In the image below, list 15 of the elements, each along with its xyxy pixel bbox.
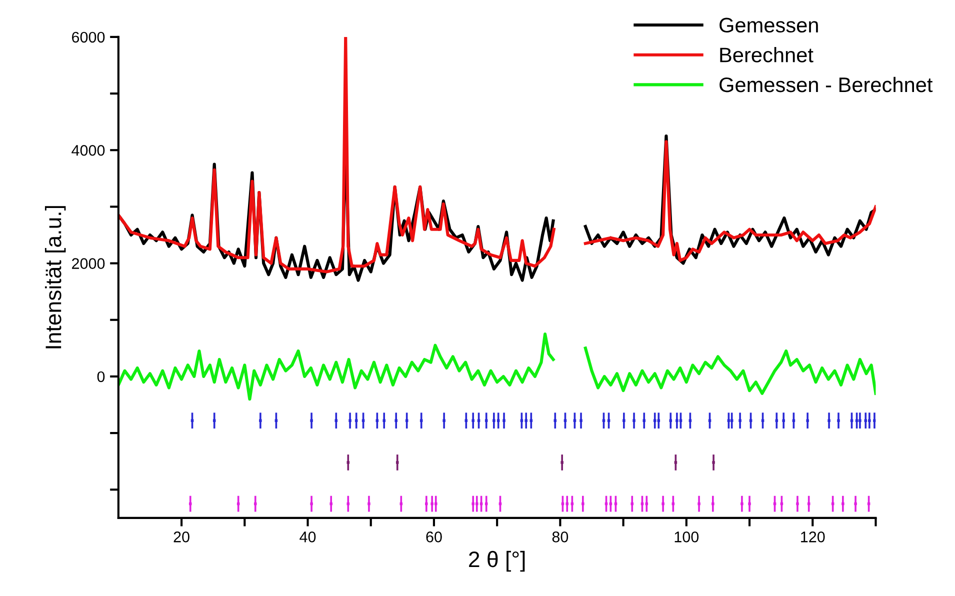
y-tick-label: 0: [97, 371, 105, 382]
y-axis-title: Intensität [a.u.]: [44, 206, 66, 348]
y-tick-label: 4000: [72, 144, 105, 156]
y-tick-label: 2000: [72, 258, 105, 269]
x-axis-title: 2 θ [°]: [469, 550, 525, 572]
x-tick-label: 100: [674, 532, 699, 542]
x-tick-label: 20: [174, 532, 190, 542]
x-tick-label: 120: [801, 532, 825, 542]
x-tick-label: 80: [552, 532, 568, 542]
legend-label: Gemessen - Berechnet: [720, 76, 933, 92]
x-tick-label: 60: [426, 532, 442, 542]
y-tick-label: 6000: [72, 32, 105, 43]
legend-label: Gemessen: [720, 18, 818, 33]
legend-label: Berechnet: [720, 47, 814, 62]
x-tick-label: 40: [300, 532, 316, 542]
